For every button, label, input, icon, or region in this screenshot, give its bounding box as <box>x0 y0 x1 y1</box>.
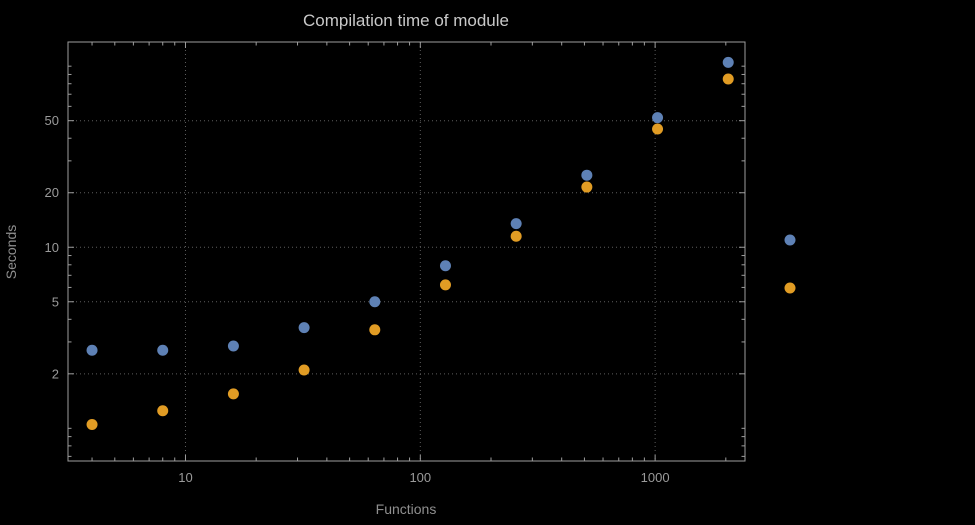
data-point-series-2 <box>86 418 98 430</box>
data-point-series-1 <box>722 56 734 68</box>
data-point-series-1 <box>227 340 239 352</box>
y-tick-label: 2 <box>52 366 59 381</box>
tick-marks <box>68 42 745 461</box>
data-point-series-1 <box>439 260 451 272</box>
data-point-series-1 <box>86 344 98 356</box>
gridlines <box>68 42 745 461</box>
data-points <box>86 56 734 430</box>
y-tick-label: 10 <box>45 240 59 255</box>
data-point-series-2 <box>369 324 381 336</box>
data-point-series-2 <box>652 123 664 135</box>
data-point-series-2 <box>581 181 593 193</box>
legend <box>784 234 796 294</box>
data-point-series-2 <box>722 73 734 85</box>
data-point-series-2 <box>439 279 451 291</box>
data-point-series-1 <box>652 112 664 124</box>
chart-title: Compilation time of module <box>303 11 509 30</box>
data-point-series-2 <box>227 388 239 400</box>
data-point-series-2 <box>298 364 310 376</box>
y-tick-label: 20 <box>45 185 59 200</box>
data-point-series-1 <box>581 169 593 181</box>
y-axis-label: Seconds <box>3 225 19 279</box>
x-axis-label: Functions <box>376 501 437 517</box>
x-tick-label: 10 <box>178 470 192 485</box>
data-point-series-2 <box>157 405 169 417</box>
y-tick-label: 50 <box>45 113 59 128</box>
data-point-series-1 <box>298 322 310 334</box>
data-point-series-1 <box>157 344 169 356</box>
plot-frame <box>67 41 746 462</box>
data-point-series-1 <box>510 218 522 230</box>
x-tick-label: 1000 <box>641 470 670 485</box>
legend-marker-1 <box>784 234 796 246</box>
legend-marker-2 <box>784 282 796 294</box>
data-point-series-2 <box>510 230 522 242</box>
x-tick-label: 100 <box>409 470 431 485</box>
data-point-series-1 <box>369 296 381 308</box>
tick-labels: 10 100 1000 2 5 10 20 50 <box>45 113 670 485</box>
y-tick-label: 5 <box>52 294 59 309</box>
